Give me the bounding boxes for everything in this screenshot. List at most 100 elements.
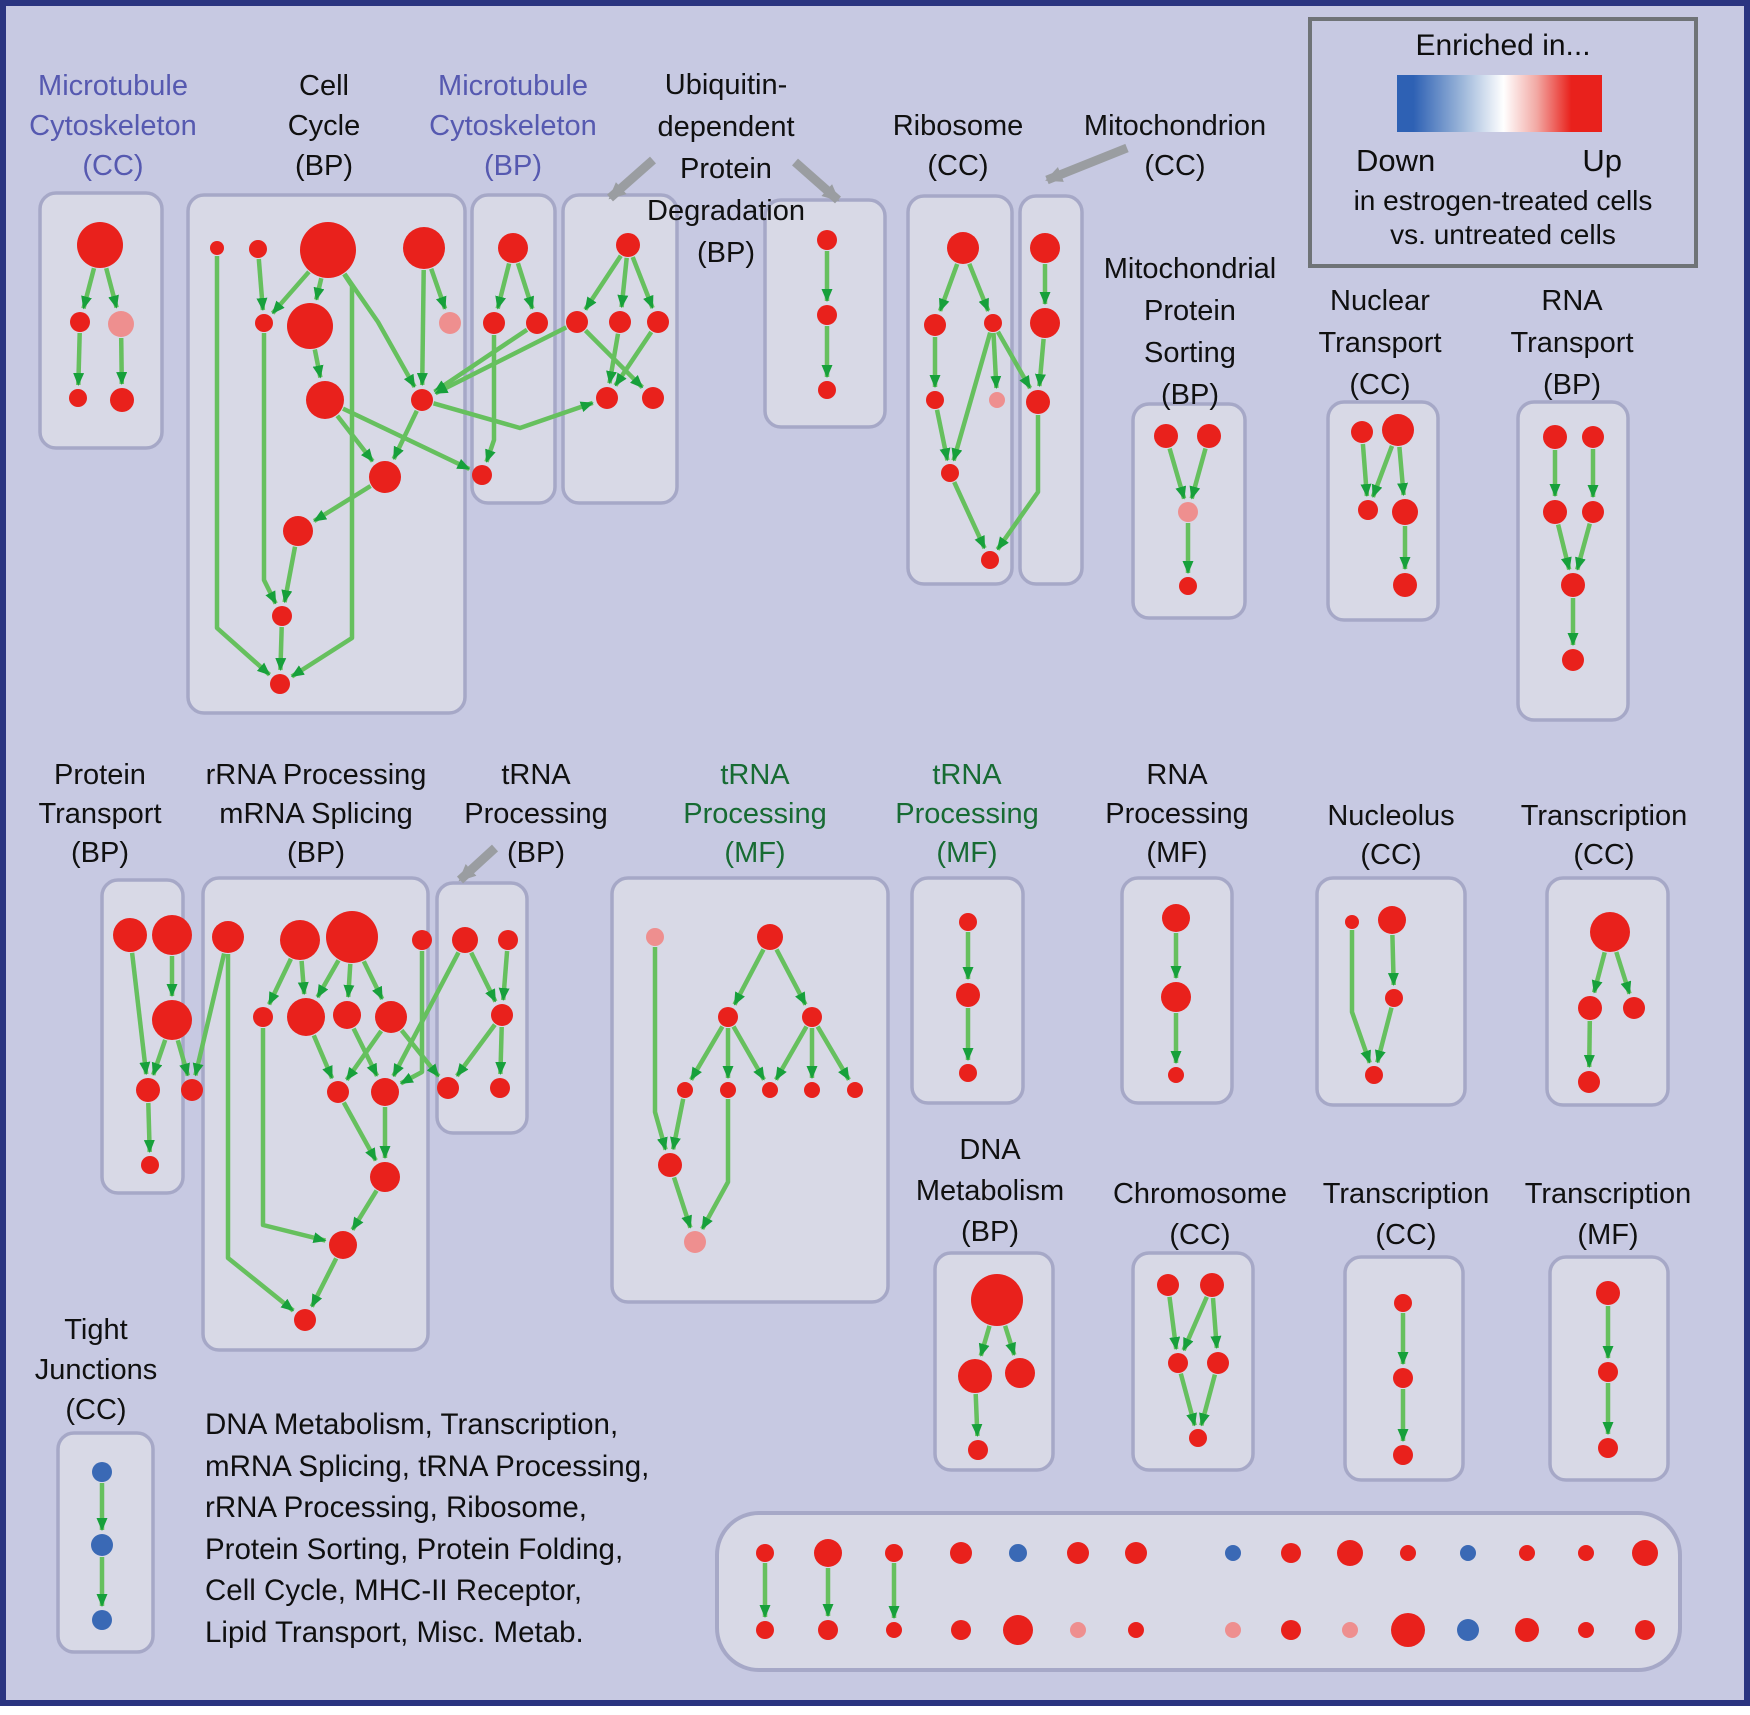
edge-arrow xyxy=(967,262,991,312)
label-pointer-arrow xyxy=(792,158,841,204)
edge-arrow xyxy=(313,277,325,301)
edge-arrow xyxy=(1614,951,1632,995)
edge-arrow xyxy=(1349,930,1372,1064)
edge-arrow xyxy=(315,959,341,999)
edge-arrow xyxy=(343,963,355,998)
go-term-node xyxy=(1393,1368,1413,1388)
go-term-node xyxy=(1168,1067,1184,1083)
label-transcription-cc-bottom: Transcription (CC) xyxy=(1322,1178,1490,1251)
label-pointer-arrow xyxy=(456,844,499,884)
go-term-node xyxy=(326,911,378,963)
edge-arrow xyxy=(652,947,668,1151)
label-mito-sorting: Mitochondrial Protein Sorting (BP) xyxy=(1103,253,1277,411)
go-term-node xyxy=(1009,1544,1027,1562)
cluster-box-dna-metabolism xyxy=(933,1251,1055,1472)
go-term-node xyxy=(989,392,1005,408)
go-term-node xyxy=(947,232,979,264)
go-term-node xyxy=(1382,414,1414,446)
go-term-node xyxy=(108,311,134,337)
go-term-node xyxy=(1385,989,1403,1007)
go-term-node xyxy=(152,1000,192,1040)
edge-arrow xyxy=(335,414,375,463)
edge-arrow xyxy=(630,256,655,309)
go-term-node xyxy=(1460,1545,1476,1561)
go-term-node xyxy=(817,305,837,325)
label-nuclear-transport: Nuclear Transport (CC) xyxy=(1318,285,1442,401)
go-term-node xyxy=(1189,1429,1207,1447)
edge-arrow xyxy=(281,546,298,604)
edge-arrow xyxy=(361,960,385,1000)
edge-arrow xyxy=(774,948,808,1006)
go-term-node xyxy=(1030,233,1060,263)
go-term-node xyxy=(1003,1615,1033,1645)
edge-arrow xyxy=(495,262,512,310)
edge-arrow xyxy=(104,267,119,309)
go-term-node xyxy=(1225,1622,1241,1638)
go-term-node xyxy=(181,1079,203,1101)
go-term-node xyxy=(483,312,505,334)
go-term-node xyxy=(110,388,134,412)
go-term-node xyxy=(255,314,273,332)
edge-arrow xyxy=(613,330,654,387)
go-term-node xyxy=(951,1620,971,1640)
go-term-node xyxy=(1067,1542,1089,1564)
go-term-node xyxy=(817,230,837,250)
edge-arrow xyxy=(469,951,498,1003)
label-mitochondrion: Mitochondrion (CC) xyxy=(1083,110,1267,182)
label-tight-junctions: Tight Junctions (CC) xyxy=(34,1314,158,1426)
edge-arrow xyxy=(399,951,425,1086)
edge-arrow xyxy=(951,331,993,462)
go-term-node xyxy=(439,312,461,334)
go-term-node xyxy=(646,928,664,946)
edge-arrow xyxy=(978,1325,992,1357)
go-term-node xyxy=(300,222,356,278)
go-term-node xyxy=(526,312,548,334)
label-trna-bp: tRNA Processing (BP) xyxy=(464,759,608,869)
edge-arrow xyxy=(312,349,324,379)
edge-arrow xyxy=(689,1025,725,1081)
go-term-node xyxy=(369,461,401,493)
edge-arrow xyxy=(309,1257,339,1308)
edge-arrow xyxy=(1555,524,1572,571)
go-term-node xyxy=(1342,1622,1358,1638)
edge-arrow xyxy=(297,960,309,996)
go-term-node xyxy=(1394,1294,1412,1312)
go-term-node xyxy=(152,915,192,955)
go-term-node xyxy=(609,311,631,333)
edge-arrow xyxy=(617,257,629,309)
edge-arrow xyxy=(1199,1374,1218,1427)
go-term-node xyxy=(959,1064,977,1082)
go-term-node xyxy=(272,606,292,626)
go-term-node xyxy=(92,1462,112,1482)
go-term-node xyxy=(1578,1622,1594,1638)
go-term-node xyxy=(1070,1622,1086,1638)
go-term-node xyxy=(1400,1545,1416,1561)
go-term-node xyxy=(498,930,518,950)
edge-arrow xyxy=(1167,447,1187,500)
edge-arrow xyxy=(583,254,623,311)
label-microtubule-cc: Microtubule Cytoskeleton (CC) xyxy=(29,70,197,182)
edge-arrow xyxy=(484,335,497,463)
cluster-box-ribosome xyxy=(906,194,1014,586)
go-term-node xyxy=(566,311,588,333)
go-term-node xyxy=(283,516,313,546)
go-term-node xyxy=(1582,426,1604,448)
label-rrna-processing: rRNA Processing mRNA Splicing (BP) xyxy=(205,759,427,869)
edge-arrow xyxy=(267,957,293,1006)
cluster-box-rrna-processing xyxy=(201,876,430,1352)
edge-arrow xyxy=(495,1026,507,1075)
go-term-node xyxy=(1178,502,1198,522)
edge-arrow xyxy=(225,954,295,1313)
edge-arrow xyxy=(455,1023,497,1078)
edge-arrow xyxy=(1360,443,1372,497)
edge-arrow xyxy=(116,337,128,385)
legend-gradient-bar xyxy=(1397,75,1602,132)
go-term-node xyxy=(113,918,147,952)
go-term-node xyxy=(70,312,90,332)
edge-arrow xyxy=(1370,445,1395,498)
go-term-node xyxy=(1578,1071,1600,1093)
go-term-node xyxy=(1026,390,1050,414)
edge-arrow xyxy=(1167,1296,1181,1351)
edge-arrow xyxy=(934,409,951,462)
go-term-node xyxy=(958,1359,992,1393)
